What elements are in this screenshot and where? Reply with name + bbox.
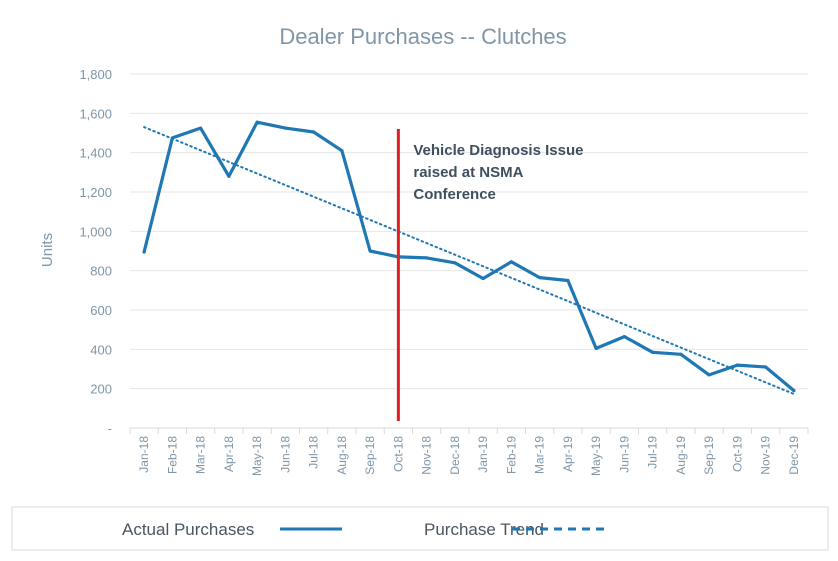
data-point bbox=[792, 389, 796, 393]
annotation-text-line: Conference bbox=[413, 186, 496, 203]
x-tick-label: May-18 bbox=[250, 436, 264, 476]
data-point bbox=[368, 249, 372, 253]
data-point bbox=[594, 346, 598, 350]
series-line-actual-purchases bbox=[142, 120, 796, 393]
trend-line-purchase-trend bbox=[143, 126, 795, 395]
chart-title: Dealer Purchases -- Clutches bbox=[279, 24, 566, 49]
x-tick-label: Nov-19 bbox=[759, 436, 773, 475]
y-tick-label: 1,400 bbox=[79, 146, 112, 161]
data-point bbox=[566, 278, 570, 283]
data-point bbox=[707, 373, 711, 377]
y-tick-label: - bbox=[108, 421, 112, 436]
annotation-layer: Vehicle Diagnosis Issue raised at NSMA Con… bbox=[396, 129, 583, 421]
annotation-text-line: Vehicle Diagnosis Issue bbox=[413, 142, 583, 159]
x-tick-label: Mar-18 bbox=[194, 436, 208, 474]
y-tick-label: 1,600 bbox=[79, 106, 112, 121]
data-point bbox=[255, 120, 259, 124]
x-tick-label: May-19 bbox=[589, 436, 603, 476]
legend-label-actual-purchases: Actual Purchases bbox=[122, 520, 254, 539]
data-point bbox=[453, 261, 457, 265]
x-tick-label: Sep-18 bbox=[363, 436, 377, 475]
x-tick-label: Jan-19 bbox=[476, 436, 490, 473]
legend: Actual Purchases Purchase Trend bbox=[11, 506, 829, 551]
x-tick-label: Jul-19 bbox=[646, 436, 660, 469]
data-point bbox=[199, 126, 203, 130]
gridlines bbox=[130, 73, 808, 390]
y-tick-label: 1,800 bbox=[79, 67, 112, 82]
data-point bbox=[340, 149, 344, 153]
data-point bbox=[538, 275, 542, 280]
x-tick-label: Jun-19 bbox=[617, 436, 631, 473]
x-tick-label: Aug-19 bbox=[674, 436, 688, 475]
y-axis-label: Units bbox=[39, 233, 56, 267]
y-tick-label: 1,000 bbox=[79, 224, 112, 239]
data-point bbox=[679, 352, 683, 356]
x-tick-label: Aug-18 bbox=[335, 436, 349, 475]
y-axis-ticks: - 200 400 600 800 1,000 1,200 1,400 1,600 1,800 bbox=[79, 67, 112, 436]
data-point bbox=[425, 256, 429, 260]
y-tick-label: 800 bbox=[90, 264, 112, 279]
x-tick-label: Nov-18 bbox=[420, 436, 434, 475]
x-tick-label: Dec-19 bbox=[787, 436, 801, 475]
y-tick-label: 400 bbox=[90, 342, 112, 357]
data-point bbox=[764, 365, 768, 369]
y-tick-label: 600 bbox=[90, 303, 112, 318]
data-point bbox=[283, 126, 287, 130]
data-point bbox=[481, 276, 485, 281]
data-point bbox=[622, 334, 626, 339]
y-tick-label: 1,200 bbox=[79, 185, 112, 200]
x-tick-label: Dec-18 bbox=[448, 436, 462, 475]
x-tick-label: Jun-18 bbox=[278, 436, 292, 473]
data-point bbox=[735, 363, 739, 367]
data-point bbox=[509, 260, 513, 264]
data-point bbox=[651, 350, 655, 354]
x-axis bbox=[129, 427, 809, 434]
x-tick-label: Oct-18 bbox=[391, 436, 405, 472]
x-tick-label: Feb-19 bbox=[504, 436, 518, 474]
data-point bbox=[142, 250, 146, 254]
x-tick-label: Apr-19 bbox=[561, 436, 575, 472]
legend-label-purchase-trend: Purchase Trend bbox=[424, 520, 544, 539]
x-tick-label: Mar-19 bbox=[533, 436, 547, 474]
x-tick-label: Sep-19 bbox=[702, 436, 716, 475]
data-point bbox=[227, 174, 231, 178]
x-tick-label: Oct-19 bbox=[730, 436, 744, 472]
x-tick-label: Apr-18 bbox=[222, 436, 236, 472]
x-axis-ticks: Jan-18 Feb-18 Mar-18 Apr-18 May-18 Jun-18 Jul-… bbox=[137, 436, 801, 476]
x-tick-label: Jul-18 bbox=[307, 436, 321, 469]
data-point bbox=[312, 130, 316, 134]
x-tick-label: Feb-18 bbox=[165, 436, 179, 474]
legend-box bbox=[11, 506, 829, 551]
x-tick-label: Jan-18 bbox=[137, 436, 151, 473]
series-layer bbox=[142, 120, 796, 395]
y-tick-label: 200 bbox=[90, 382, 112, 397]
annotation-text-line: raised at NSMA bbox=[413, 164, 523, 181]
